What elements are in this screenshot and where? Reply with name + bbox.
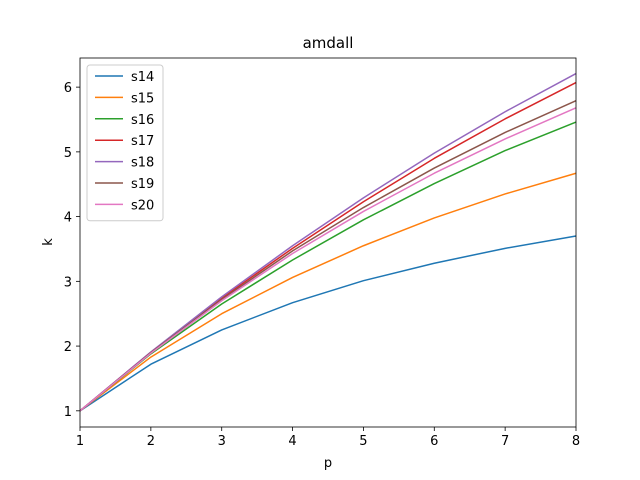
x-tick-label: 2 (147, 434, 155, 449)
chart-title: amdall (303, 34, 354, 52)
y-axis: 1 2 3 4 5 6 (64, 81, 80, 420)
y-tick-label: 2 (64, 340, 72, 355)
x-tick-label: 8 (572, 434, 580, 449)
legend-label-s20: s20 (131, 198, 154, 213)
y-tick-label: 4 (64, 211, 72, 226)
legend-label-s19: s19 (131, 177, 154, 192)
y-tick-label: 6 (64, 81, 72, 96)
plot-frame (79, 57, 577, 428)
y-tick-label: 3 (64, 275, 72, 290)
y-tick-label: 5 (64, 146, 72, 161)
x-tick-label: 4 (288, 434, 296, 449)
legend-label-s15: s15 (131, 91, 154, 106)
x-axis: 1 2 3 4 5 6 7 8 (76, 427, 580, 449)
x-tick-label: 3 (218, 434, 226, 449)
legend-label-s14: s14 (131, 70, 154, 85)
x-tick-label: 7 (501, 434, 509, 449)
series-line-s14 (79, 235, 577, 412)
y-axis-label: k (41, 238, 56, 246)
series-line-s16 (79, 121, 577, 412)
legend-label-s16: s16 (131, 113, 154, 128)
series-line-s18 (79, 72, 577, 412)
x-tick-label: 6 (430, 434, 438, 449)
x-tick-label: 5 (359, 434, 367, 449)
legend-label-s17: s17 (131, 134, 154, 149)
y-tick-label: 1 (64, 405, 72, 420)
x-tick-label: 1 (76, 434, 84, 449)
legend-label-s18: s18 (131, 156, 154, 171)
x-axis-label: p (324, 456, 332, 471)
plot-area (79, 57, 577, 428)
series-line-s15 (79, 172, 577, 412)
legend: s14 s15 s16 s17 s18 s19 s20 (86, 64, 164, 222)
series-line-s20 (79, 107, 577, 412)
legend-box (86, 64, 164, 222)
